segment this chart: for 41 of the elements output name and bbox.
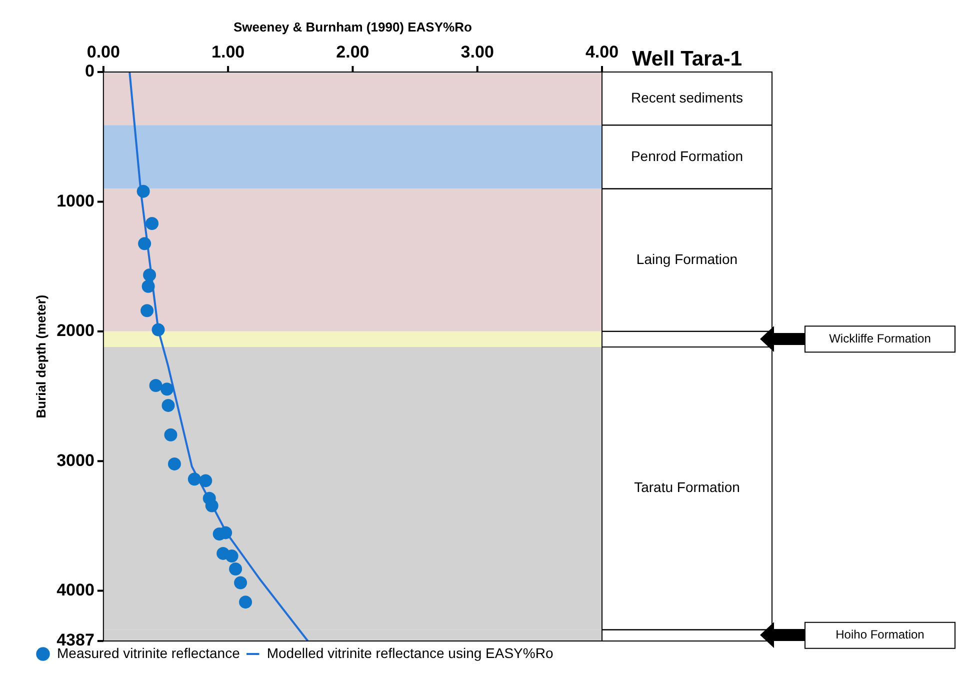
y-tick-label: 4000 <box>56 580 94 600</box>
point <box>140 304 154 318</box>
point <box>188 472 201 486</box>
point <box>164 428 178 442</box>
point <box>229 562 242 576</box>
x-tick-label: 2.00 <box>336 42 370 62</box>
point <box>142 280 155 293</box>
text: Well Tara-1 <box>632 47 742 70</box>
x-tick-label: 3.00 <box>460 42 494 62</box>
point <box>136 184 150 198</box>
band-label: Penrod Formation <box>630 148 744 164</box>
point <box>138 237 152 250</box>
x-tick-label: 0.00 <box>86 42 120 62</box>
point <box>162 398 175 412</box>
y-tick-label: 0 <box>84 62 94 81</box>
band-label: Laing Formation <box>636 250 738 267</box>
point <box>143 268 156 282</box>
point <box>234 576 248 590</box>
point <box>149 378 162 392</box>
text: Hoiho Formation <box>836 628 924 642</box>
x-tick-label: 1.00 <box>212 42 245 62</box>
legend-label: Measured vitrinite reflectance <box>57 644 240 661</box>
point <box>205 499 218 512</box>
point <box>146 216 159 230</box>
point <box>199 474 212 488</box>
x-tick-label: 4.00 <box>585 42 619 62</box>
point <box>239 596 252 609</box>
point <box>225 550 238 563</box>
point <box>152 323 165 336</box>
band-label: Recent sediments <box>630 89 744 106</box>
y-axis-title: Burial depth (meter) <box>33 294 48 418</box>
point <box>160 382 174 396</box>
point <box>219 526 232 540</box>
point <box>168 457 181 470</box>
legend-label: Modelled vitrinite reflectance using EASY%Ro <box>266 644 554 661</box>
y-tick-label: 2000 <box>56 321 94 340</box>
text: Wickliffe Formation <box>829 331 931 346</box>
y-tick-label: 3000 <box>56 450 94 470</box>
band-label: Taratu Formation <box>634 479 740 496</box>
x-axis-title: Sweeney & Burnham (1990) EASY%Ro <box>234 19 472 34</box>
y-tick-label: 1000 <box>56 191 94 210</box>
